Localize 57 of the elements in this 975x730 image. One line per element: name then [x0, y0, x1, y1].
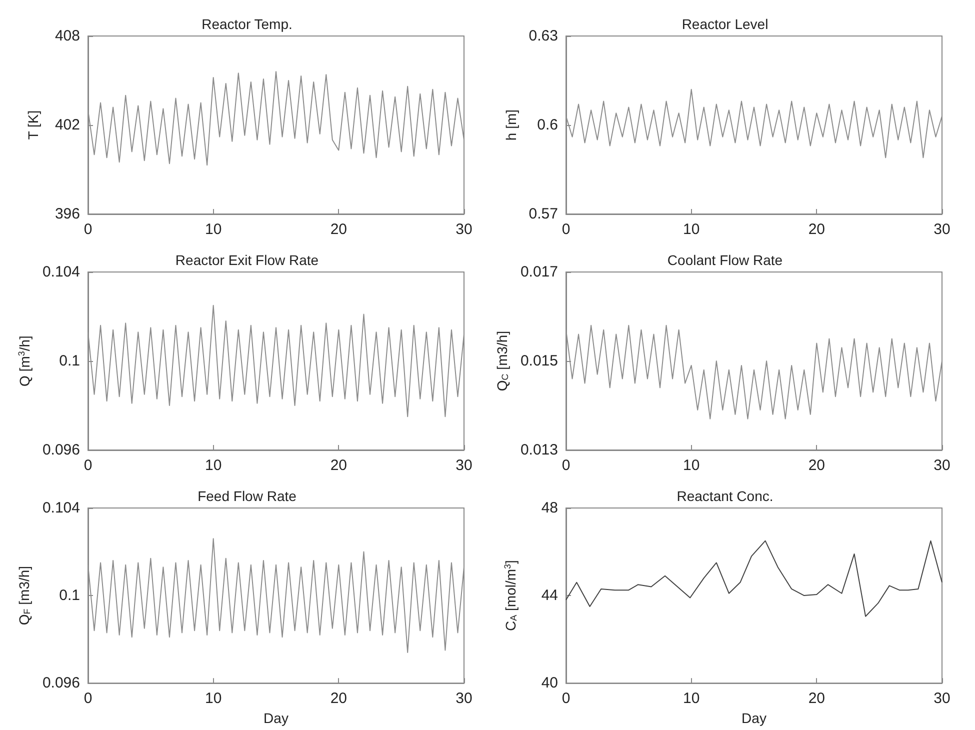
- y-tick-label: 0.104: [42, 500, 80, 516]
- x-tick-label: 10: [204, 221, 222, 238]
- x-tick-label: 30: [456, 690, 472, 708]
- x-tick-label: 0: [84, 457, 92, 474]
- x-tick-label: 20: [330, 457, 348, 474]
- x-tick-label: 20: [330, 690, 348, 708]
- x-tick-label: 30: [456, 457, 472, 474]
- x-tick-label: 0: [562, 221, 570, 238]
- x-tick-label: 20: [808, 457, 826, 474]
- y-tick-label: 0.096: [42, 674, 80, 692]
- y-tick-label: 0.57: [528, 206, 558, 222]
- y-tick-label: 0.013: [520, 442, 558, 458]
- y-tick-label: 396: [54, 206, 80, 222]
- x-tick-label: 20: [808, 221, 826, 238]
- y-axis-title: QC [m3/h]: [494, 330, 510, 392]
- y-tick-label: 48: [541, 500, 558, 516]
- y-tick-label: 402: [54, 116, 80, 134]
- x-tick-label: 10: [204, 457, 222, 474]
- x-tick-label: 0: [84, 221, 92, 238]
- y-tick-label: 0.1: [59, 587, 80, 604]
- chart-title: Feed Flow Rate: [198, 488, 297, 504]
- line-series: [566, 540, 942, 617]
- y-tick-label: 408: [54, 28, 80, 44]
- chart-title: Coolant Flow Rate: [667, 252, 783, 268]
- y-tick-label: 0.015: [520, 352, 558, 370]
- chart-title: Reactor Level: [682, 16, 768, 32]
- y-axis-title: QF [m3/h]: [16, 566, 32, 626]
- x-tick-label: 10: [682, 457, 700, 474]
- y-tick-label: 0.63: [528, 28, 558, 44]
- y-axis-title: CA [mol/m3]: [502, 560, 518, 632]
- y-tick-label: 0.096: [42, 442, 80, 458]
- x-tick-label: 10: [682, 221, 700, 238]
- x-tick-label: 20: [330, 221, 348, 238]
- x-tick-label: 0: [84, 690, 92, 708]
- y-axis-title: h [m]: [502, 109, 519, 141]
- y-axis-title: Q [m3/h]: [16, 336, 33, 386]
- chart-title: Reactor Exit Flow Rate: [175, 252, 319, 268]
- x-tick-label: 0: [562, 457, 570, 474]
- y-tick-label: 40: [541, 674, 558, 692]
- x-tick-label: 30: [934, 221, 950, 238]
- x-tick-label: 10: [682, 690, 700, 708]
- chart-title: Reactor Temp.: [202, 16, 292, 32]
- chart-title: Reactant Conc.: [676, 488, 774, 504]
- y-tick-label: 0.6: [537, 116, 558, 134]
- x-axis-title: Day: [742, 710, 766, 726]
- y-tick-label: 0.1: [59, 352, 80, 370]
- x-tick-label: 30: [934, 457, 950, 474]
- x-tick-label: 20: [808, 690, 826, 708]
- x-tick-label: 10: [204, 690, 222, 708]
- y-tick-label: 0.017: [520, 264, 558, 280]
- y-axis-title: T [K]: [25, 110, 41, 140]
- y-tick-label: 44: [541, 587, 558, 604]
- x-axis-title: Day: [264, 710, 288, 726]
- x-tick-label: 30: [934, 690, 950, 708]
- x-tick-label: 30: [456, 221, 472, 238]
- x-tick-label: 0: [562, 690, 570, 708]
- y-tick-label: 0.104: [42, 264, 80, 280]
